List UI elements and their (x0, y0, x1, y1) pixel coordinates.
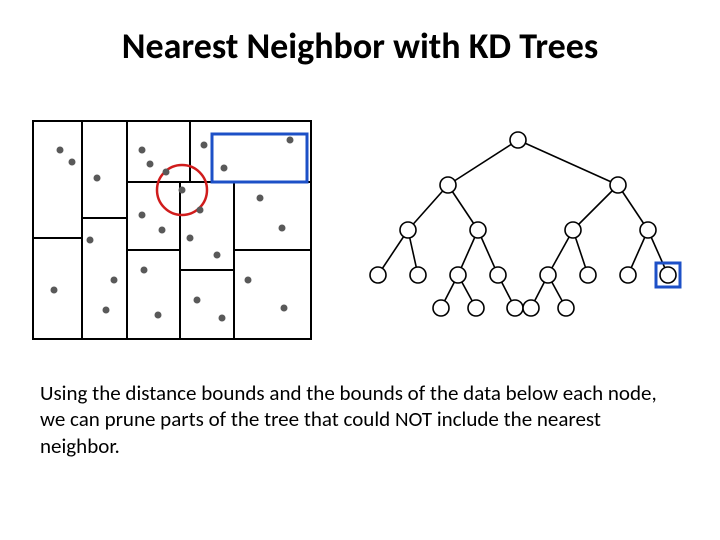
kd-data-point (141, 267, 148, 274)
tree-node (565, 222, 581, 238)
kd-data-point (245, 277, 252, 284)
tree-node (440, 177, 456, 193)
kd-tree-diagram (348, 120, 688, 320)
tree-node (410, 267, 426, 283)
page-title: Nearest Neighbor with KD Trees (0, 24, 720, 68)
kd-partition-diagram (32, 120, 312, 340)
kd-data-point (139, 147, 146, 154)
tree-edge (408, 185, 448, 230)
tree-node (433, 300, 449, 316)
kd-data-point (281, 305, 288, 312)
tree-node (540, 267, 556, 283)
tree-node (450, 267, 466, 283)
kd-data-point (94, 175, 101, 182)
tree-node (510, 132, 526, 148)
kd-data-point (139, 212, 146, 219)
kd-data-point (287, 137, 294, 144)
tree-node (558, 300, 574, 316)
figure-row (32, 120, 688, 350)
kd-data-point (159, 227, 166, 234)
kd-data-point (111, 277, 118, 284)
kd-data-point (219, 315, 226, 322)
tree-node (523, 300, 539, 316)
tree-node (370, 267, 386, 283)
tree-node (507, 300, 523, 316)
kd-data-point (57, 147, 64, 154)
kd-data-point (103, 307, 110, 314)
tree-node (468, 300, 484, 316)
kd-data-point (87, 237, 94, 244)
kd-data-point (187, 235, 194, 242)
tree-node (400, 222, 416, 238)
kd-data-point (51, 287, 58, 294)
tree-node (490, 267, 506, 283)
kd-data-point (163, 169, 170, 176)
kd-data-point (257, 195, 264, 202)
kd-data-point (214, 252, 221, 259)
kd-data-point (69, 159, 76, 166)
kd-data-point (201, 142, 208, 149)
kd-data-point (147, 161, 154, 168)
kd-data-point (197, 207, 204, 214)
kd-outer-frame (33, 121, 311, 339)
kd-data-point (194, 297, 201, 304)
tree-node (660, 267, 676, 283)
caption-text: Using the distance bounds and the bounds… (40, 380, 680, 459)
kd-data-point (155, 312, 162, 319)
kd-data-point (221, 165, 228, 172)
kd-data-point (179, 187, 186, 194)
tree-node (640, 222, 656, 238)
kd-data-point (279, 225, 286, 232)
tree-node (580, 267, 596, 283)
tree-edge (448, 140, 518, 185)
tree-node (610, 177, 626, 193)
tree-node (470, 222, 486, 238)
tree-edge (573, 185, 618, 230)
tree-node (620, 267, 636, 283)
tree-edge (518, 140, 618, 185)
